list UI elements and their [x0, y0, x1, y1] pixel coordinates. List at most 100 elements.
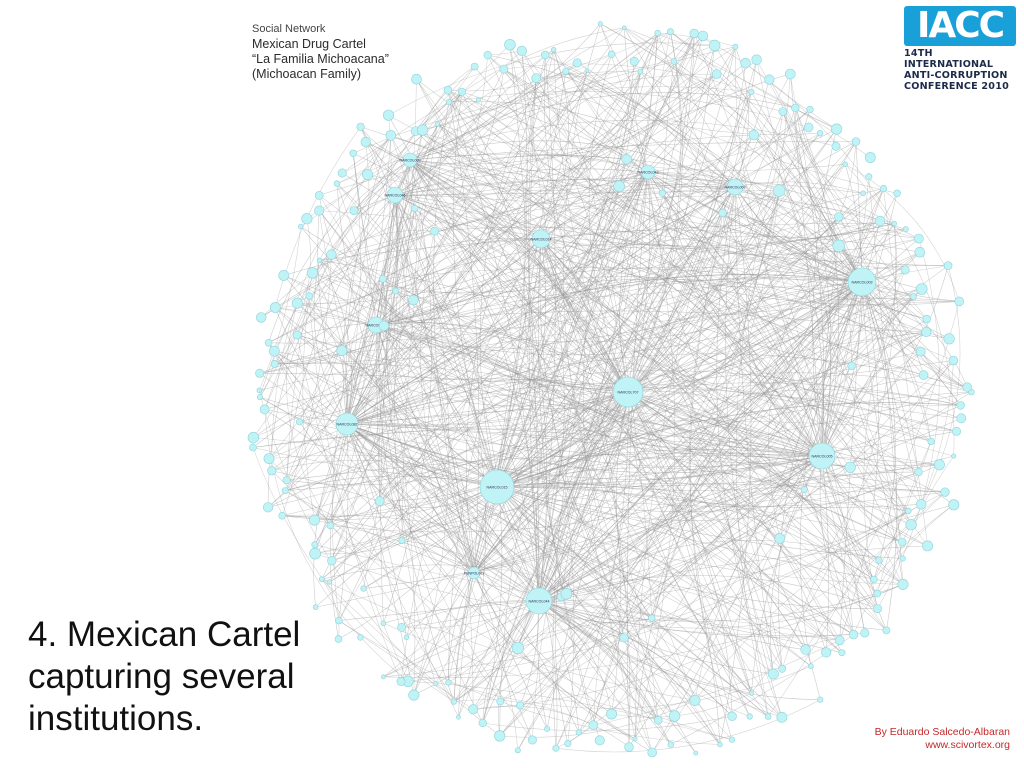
network-node [808, 663, 814, 669]
network-edge [268, 243, 863, 344]
network-edge [252, 447, 455, 702]
title-line-3: “La Familia Michoacana” [252, 52, 389, 66]
network-edge [375, 276, 921, 352]
network-node [496, 697, 505, 706]
network-node [927, 437, 935, 446]
network-node [456, 714, 461, 720]
network-edge [537, 600, 548, 729]
network-edge [422, 129, 629, 393]
network-node [349, 206, 359, 216]
network-edge [496, 486, 652, 619]
network-edge [275, 307, 783, 718]
network-edge [647, 171, 863, 283]
network-edge [555, 699, 821, 753]
network-edge [375, 324, 854, 635]
hub-node-label: NARCOL014 [531, 238, 552, 242]
network-edge [839, 281, 879, 641]
hub-node-label: NARCOL015 [487, 486, 508, 490]
network-edge [521, 50, 774, 675]
network-node [309, 547, 321, 560]
network-edge [694, 33, 895, 224]
network-edge [380, 159, 411, 624]
network-edge [496, 486, 946, 507]
network-edge [552, 171, 649, 749]
network-edge [319, 195, 625, 638]
network-node [784, 68, 796, 80]
network-edge [517, 455, 823, 649]
network-edge [390, 135, 932, 442]
network-edge [346, 423, 672, 745]
network-edge [300, 226, 629, 393]
network-edge [453, 486, 498, 702]
network-node [748, 88, 755, 95]
network-edge [346, 360, 954, 425]
network-node [417, 124, 429, 136]
network-node [817, 696, 824, 703]
network-edge [409, 159, 962, 419]
network-node [948, 355, 959, 366]
network-node [951, 453, 957, 459]
network-node [956, 413, 967, 424]
network-edge [873, 504, 954, 580]
network-edge [812, 129, 837, 457]
diagram-title: Social Network Mexican Drug Cartel “La F… [252, 22, 389, 82]
network-edge [482, 716, 733, 732]
network-edge [593, 164, 846, 726]
network-edge [647, 46, 736, 173]
network-edge [394, 194, 548, 730]
network-edge [394, 194, 895, 247]
network-edge [447, 89, 863, 283]
network-edge [453, 391, 629, 702]
network-edge [400, 31, 671, 682]
network-edge [647, 171, 736, 188]
network-edge [540, 238, 750, 717]
network-edge [285, 281, 863, 491]
network-edge [657, 32, 736, 47]
network-edge [861, 281, 903, 543]
network-edge [583, 71, 653, 753]
network-edge [415, 27, 625, 132]
network-node [834, 635, 845, 646]
network-edge [346, 299, 414, 425]
network-node [764, 713, 772, 720]
network-edge [346, 188, 884, 425]
network-node [875, 556, 883, 564]
network-node [411, 204, 419, 212]
network-edge [314, 194, 396, 554]
network-edge [540, 183, 736, 240]
network-edge [274, 281, 863, 365]
network-node [527, 735, 537, 745]
network-edge [416, 79, 752, 694]
network-edge [346, 379, 629, 425]
network-edge [274, 186, 736, 365]
network-node [670, 58, 678, 65]
network-edge [473, 391, 629, 574]
network-edge [496, 238, 546, 488]
network-node [378, 274, 387, 283]
network-edge [394, 194, 542, 240]
network-edge [332, 91, 463, 621]
network-edge [473, 572, 636, 740]
network-node [267, 466, 277, 476]
network-edge [401, 600, 540, 628]
network-edge [297, 321, 629, 393]
network-node [874, 215, 886, 227]
network-edge [719, 186, 752, 745]
network-node [468, 704, 479, 715]
network-node [800, 644, 811, 655]
network-edge [448, 101, 736, 188]
network-edge [409, 159, 863, 283]
network-edge [496, 486, 903, 543]
network-edge [838, 141, 857, 218]
network-node [621, 154, 632, 165]
network-edge [538, 600, 733, 717]
network-edge [619, 134, 754, 187]
network-node [956, 401, 965, 410]
network-edge [453, 216, 839, 702]
network-edge [819, 455, 854, 635]
network-edge [821, 455, 928, 547]
network-node [282, 476, 291, 485]
network-node [621, 25, 627, 31]
network-edge [296, 334, 519, 751]
network-edge [268, 245, 839, 344]
